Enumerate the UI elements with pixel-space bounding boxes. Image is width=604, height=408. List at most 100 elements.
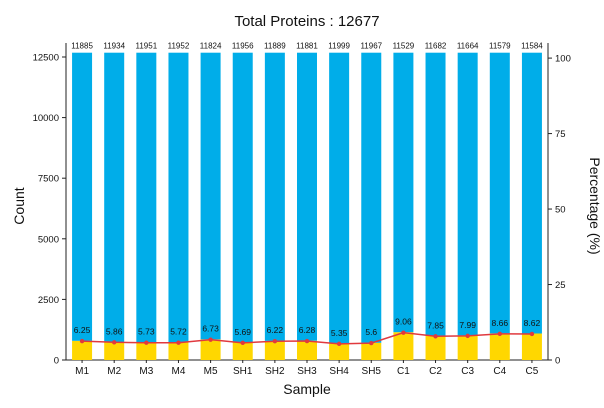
bar-missing xyxy=(425,335,446,360)
bar-missing xyxy=(104,341,125,360)
bar-value-label: 11682 xyxy=(425,42,447,51)
bar-value-label: 11889 xyxy=(264,42,286,51)
percent-point xyxy=(304,338,310,344)
y-axis-right-label: Percentage (%) xyxy=(587,157,603,254)
bar-identified xyxy=(329,52,350,344)
bar-value-label: 11934 xyxy=(103,42,125,51)
bar-missing xyxy=(72,340,93,360)
x-tick-label: M1 xyxy=(75,366,89,377)
bar-missing xyxy=(200,339,221,360)
bar-missing xyxy=(521,333,542,360)
bar-identified xyxy=(104,52,125,342)
bar-value-label: 11529 xyxy=(393,42,415,51)
bar-value-label: 11881 xyxy=(296,42,318,51)
percent-label: 9.06 xyxy=(395,317,412,327)
bar-value-label: 11664 xyxy=(457,42,479,51)
percent-point xyxy=(497,331,502,337)
percent-point xyxy=(529,331,535,337)
bar-identified xyxy=(489,52,510,334)
x-tick-label: SH5 xyxy=(362,366,382,377)
x-tick-label: M4 xyxy=(172,366,186,377)
bar-value-label: 11967 xyxy=(360,42,382,51)
bar-identified xyxy=(232,52,253,343)
y-right-tick-label: 100 xyxy=(555,54,571,65)
percent-point xyxy=(240,340,245,346)
percent-label: 6.73 xyxy=(202,324,219,334)
y-tick-label: 10000 xyxy=(33,113,59,124)
bar-identified xyxy=(264,52,285,341)
x-tick-label: C2 xyxy=(429,366,442,377)
percent-label: 6.22 xyxy=(267,325,284,335)
bar-identified xyxy=(457,52,478,336)
bar-identified xyxy=(72,52,93,341)
x-tick-label: M2 xyxy=(107,366,121,377)
bar-identified xyxy=(393,52,414,333)
y-tick-label: 12500 xyxy=(33,52,59,63)
bar-value-label: 11952 xyxy=(168,42,190,51)
x-tick-label: SH3 xyxy=(297,366,317,377)
bar-value-label: 11579 xyxy=(489,42,511,51)
percent-label: 5.69 xyxy=(234,327,251,337)
bar-value-label: 11885 xyxy=(71,42,93,51)
bar-identified xyxy=(136,52,157,343)
percent-label: 5.6 xyxy=(365,327,377,337)
bar-missing xyxy=(264,340,285,360)
percent-label: 8.62 xyxy=(524,318,541,328)
percent-label: 5.35 xyxy=(331,328,348,338)
bar-value-label: 11956 xyxy=(232,42,254,51)
bar-missing xyxy=(329,343,350,360)
percent-label: 6.25 xyxy=(74,325,91,335)
y-tick-label: 2500 xyxy=(38,295,59,306)
chart-title: Total Proteins : 12677 xyxy=(234,13,379,30)
bar-missing xyxy=(168,342,189,360)
percent-point xyxy=(144,340,149,345)
bar-value-label: 11824 xyxy=(200,42,222,51)
bar-missing xyxy=(232,342,253,360)
percent-point xyxy=(465,333,470,339)
percent-point xyxy=(433,334,438,339)
x-tick-label: M3 xyxy=(139,366,153,377)
y-tick-label: 5000 xyxy=(38,234,59,245)
x-tick-label: C1 xyxy=(397,366,410,377)
bar-identified xyxy=(425,52,446,336)
percent-point xyxy=(176,340,181,345)
percent-point xyxy=(336,341,342,347)
bar-identified xyxy=(521,52,542,334)
x-tick-label: SH2 xyxy=(265,366,285,377)
bar-identified xyxy=(168,52,189,343)
percent-point xyxy=(208,337,213,342)
bar-missing xyxy=(361,342,382,360)
percent-label: 5.86 xyxy=(106,326,123,336)
percent-point xyxy=(401,330,406,335)
x-tick-label: SH1 xyxy=(233,366,253,377)
y-right-tick-label: 75 xyxy=(555,129,566,140)
y-right-tick-label: 25 xyxy=(555,280,566,291)
bar-missing xyxy=(393,332,414,360)
bar-identified xyxy=(297,52,317,341)
bar-missing xyxy=(297,340,317,360)
x-axis-label: Sample xyxy=(283,381,331,397)
x-tick-label: C5 xyxy=(526,366,539,377)
percent-point xyxy=(369,340,374,346)
y-right-tick-label: 50 xyxy=(555,205,566,216)
bar-missing xyxy=(136,342,157,360)
bar-identified xyxy=(200,52,221,340)
percent-label: 5.73 xyxy=(138,327,155,337)
y-tick-label: 7500 xyxy=(38,174,59,185)
bar-identified xyxy=(361,52,382,343)
percent-label: 6.28 xyxy=(299,325,316,335)
y-axis-label: Count xyxy=(11,187,27,224)
percent-label: 8.66 xyxy=(492,318,509,328)
percent-label: 7.85 xyxy=(427,320,444,330)
x-tick-label: C3 xyxy=(461,366,474,377)
bar-missing xyxy=(457,335,478,360)
x-tick-label: SH4 xyxy=(329,366,349,377)
bar-value-label: 11584 xyxy=(521,42,543,51)
percent-point xyxy=(272,339,278,344)
bar-value-label: 11951 xyxy=(136,42,158,51)
y-right-tick-label: 0 xyxy=(555,356,560,367)
y-tick-label: 0 xyxy=(54,356,59,367)
x-tick-label: C4 xyxy=(493,366,506,377)
percent-label: 5.72 xyxy=(170,327,187,337)
